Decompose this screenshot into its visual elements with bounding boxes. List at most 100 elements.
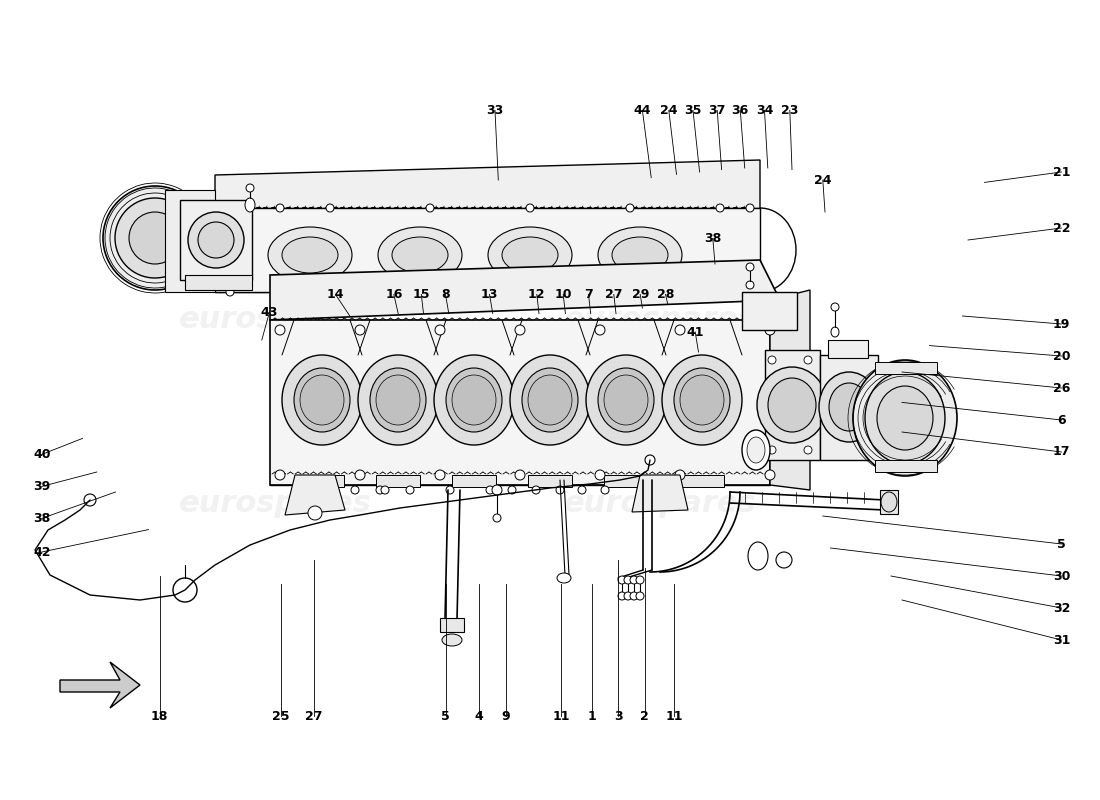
Ellipse shape bbox=[381, 486, 389, 494]
Text: 36: 36 bbox=[732, 104, 749, 117]
Text: 24: 24 bbox=[660, 104, 678, 117]
Ellipse shape bbox=[768, 378, 816, 432]
Text: 27: 27 bbox=[305, 710, 322, 722]
Ellipse shape bbox=[746, 263, 754, 271]
Text: 26: 26 bbox=[1053, 382, 1070, 394]
Text: eurospares: eurospares bbox=[563, 490, 757, 518]
Ellipse shape bbox=[294, 368, 350, 432]
Text: 1: 1 bbox=[587, 710, 596, 722]
Ellipse shape bbox=[308, 506, 322, 520]
Text: 38: 38 bbox=[33, 512, 51, 525]
Ellipse shape bbox=[515, 470, 525, 480]
Ellipse shape bbox=[604, 375, 648, 425]
Text: 15: 15 bbox=[412, 288, 430, 301]
Ellipse shape bbox=[275, 470, 285, 480]
Ellipse shape bbox=[612, 237, 668, 273]
Ellipse shape bbox=[526, 204, 534, 212]
Ellipse shape bbox=[881, 492, 896, 512]
Ellipse shape bbox=[442, 634, 462, 646]
Ellipse shape bbox=[226, 288, 234, 296]
Ellipse shape bbox=[492, 485, 502, 495]
Ellipse shape bbox=[776, 552, 792, 568]
Ellipse shape bbox=[764, 470, 776, 480]
Ellipse shape bbox=[434, 325, 446, 335]
Ellipse shape bbox=[626, 204, 634, 212]
Ellipse shape bbox=[877, 386, 933, 450]
Ellipse shape bbox=[595, 325, 605, 335]
Ellipse shape bbox=[829, 383, 869, 431]
Ellipse shape bbox=[526, 288, 534, 296]
Text: 12: 12 bbox=[528, 288, 546, 301]
Ellipse shape bbox=[226, 204, 234, 212]
Text: 29: 29 bbox=[631, 288, 649, 301]
Ellipse shape bbox=[300, 375, 344, 425]
Polygon shape bbox=[632, 475, 688, 512]
Text: 9: 9 bbox=[502, 710, 510, 722]
Text: 5: 5 bbox=[441, 710, 450, 722]
Ellipse shape bbox=[742, 430, 770, 470]
Text: 35: 35 bbox=[684, 104, 702, 117]
Text: 19: 19 bbox=[1053, 318, 1070, 330]
Ellipse shape bbox=[624, 592, 632, 600]
Text: 40: 40 bbox=[33, 448, 51, 461]
Ellipse shape bbox=[355, 470, 365, 480]
Ellipse shape bbox=[716, 288, 724, 296]
Ellipse shape bbox=[426, 204, 434, 212]
Ellipse shape bbox=[246, 184, 254, 192]
Text: 44: 44 bbox=[634, 104, 651, 117]
Ellipse shape bbox=[103, 186, 207, 290]
Ellipse shape bbox=[502, 237, 558, 273]
Bar bbox=[820, 355, 878, 460]
Text: 2: 2 bbox=[640, 710, 649, 722]
Ellipse shape bbox=[515, 325, 525, 335]
Text: eurospares: eurospares bbox=[178, 490, 372, 518]
Ellipse shape bbox=[746, 204, 754, 212]
Ellipse shape bbox=[645, 455, 654, 465]
Ellipse shape bbox=[601, 486, 609, 494]
Ellipse shape bbox=[129, 212, 182, 264]
Ellipse shape bbox=[370, 368, 426, 432]
Ellipse shape bbox=[434, 470, 446, 480]
Text: 10: 10 bbox=[554, 288, 572, 301]
Ellipse shape bbox=[276, 288, 284, 296]
Ellipse shape bbox=[446, 486, 454, 494]
Ellipse shape bbox=[116, 198, 195, 278]
Bar bbox=[874, 362, 937, 374]
Ellipse shape bbox=[268, 227, 352, 283]
Text: 42: 42 bbox=[33, 546, 51, 558]
Text: 43: 43 bbox=[261, 306, 278, 318]
Ellipse shape bbox=[830, 327, 839, 337]
Text: 18: 18 bbox=[151, 710, 168, 722]
Ellipse shape bbox=[595, 470, 605, 480]
Ellipse shape bbox=[275, 325, 285, 335]
Polygon shape bbox=[270, 260, 780, 320]
Ellipse shape bbox=[522, 368, 578, 432]
Text: 5: 5 bbox=[1057, 538, 1066, 550]
Ellipse shape bbox=[392, 237, 448, 273]
Text: 31: 31 bbox=[1053, 634, 1070, 646]
Text: 4: 4 bbox=[474, 710, 483, 722]
Ellipse shape bbox=[598, 227, 682, 283]
Bar bbox=[764, 350, 820, 460]
Ellipse shape bbox=[624, 576, 632, 584]
Ellipse shape bbox=[662, 355, 742, 445]
Ellipse shape bbox=[636, 592, 644, 600]
Bar bbox=[828, 340, 868, 358]
Bar bbox=[376, 475, 420, 487]
Ellipse shape bbox=[351, 486, 359, 494]
Text: 33: 33 bbox=[486, 104, 504, 117]
Text: 30: 30 bbox=[1053, 570, 1070, 582]
Bar bbox=[440, 618, 464, 632]
Ellipse shape bbox=[488, 227, 572, 283]
Ellipse shape bbox=[865, 372, 945, 464]
Ellipse shape bbox=[618, 576, 626, 584]
Ellipse shape bbox=[820, 372, 879, 442]
Text: 32: 32 bbox=[1053, 602, 1070, 614]
Ellipse shape bbox=[406, 486, 414, 494]
Ellipse shape bbox=[636, 576, 644, 584]
Ellipse shape bbox=[326, 204, 334, 212]
Polygon shape bbox=[214, 160, 760, 245]
Ellipse shape bbox=[586, 355, 666, 445]
Text: 25: 25 bbox=[272, 710, 289, 722]
Ellipse shape bbox=[198, 222, 234, 258]
